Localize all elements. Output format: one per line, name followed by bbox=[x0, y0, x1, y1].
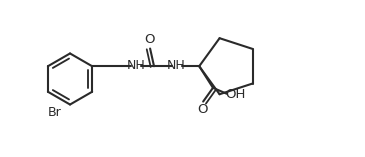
Text: NH: NH bbox=[167, 59, 186, 72]
Text: O: O bbox=[197, 103, 207, 116]
Text: OH: OH bbox=[225, 88, 246, 101]
Text: O: O bbox=[144, 33, 154, 46]
Text: NH: NH bbox=[127, 59, 146, 72]
Text: Br: Br bbox=[47, 106, 61, 119]
